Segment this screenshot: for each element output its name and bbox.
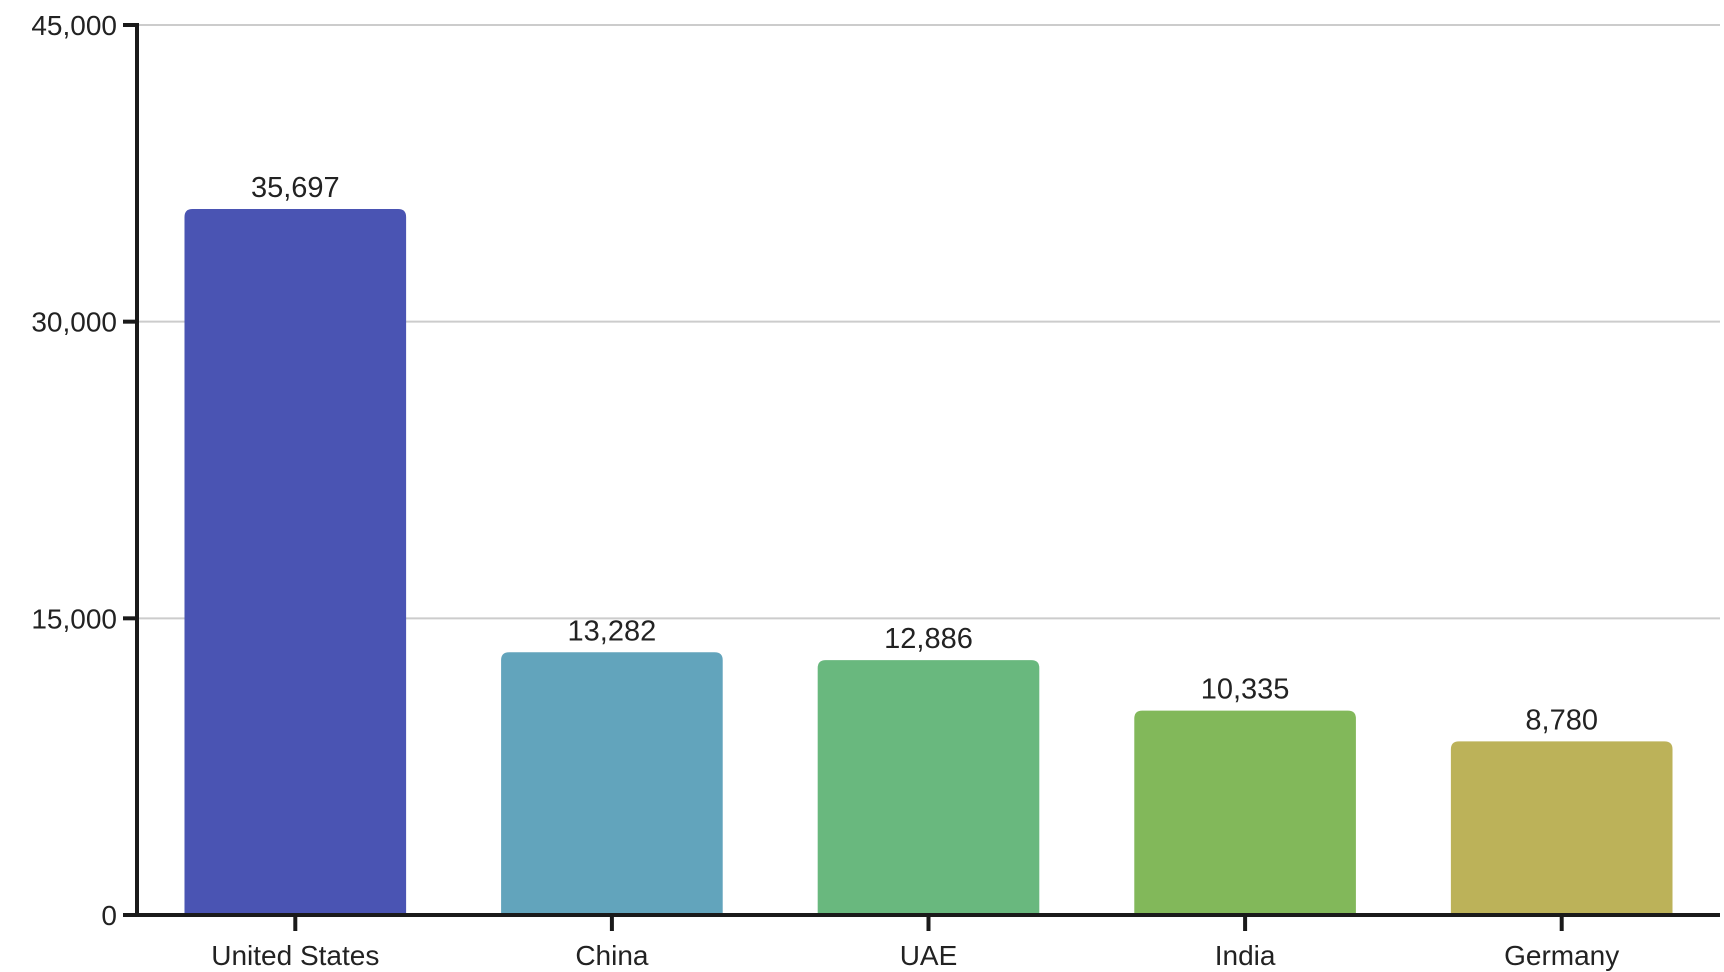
axis-layer xyxy=(123,23,1720,917)
data-label: 8,780 xyxy=(1525,704,1598,736)
data-label: 13,282 xyxy=(568,615,657,647)
y-tick-label: 30,000 xyxy=(31,307,117,338)
bar-layer xyxy=(184,208,1673,915)
x-tick-label: China xyxy=(575,940,649,971)
y-tick-label: 45,000 xyxy=(31,10,117,41)
data-label: 12,886 xyxy=(884,623,973,655)
bar-uae xyxy=(817,660,1040,915)
label-layer: 0 15,000 30,000 45,000 35,697 United States 13… xyxy=(31,10,1619,971)
y-tick-label: 0 xyxy=(101,900,117,931)
bar-germany xyxy=(1450,741,1673,915)
bar-china xyxy=(501,652,723,915)
bar-united-states xyxy=(184,208,407,915)
x-tick-label: India xyxy=(1215,940,1276,971)
y-tick-label: 15,000 xyxy=(31,603,117,634)
x-tick-label: UAE xyxy=(900,940,958,971)
x-tick-label: United States xyxy=(211,940,379,971)
bar-india xyxy=(1134,710,1356,915)
data-label: 10,335 xyxy=(1201,674,1290,706)
x-tick-label: Germany xyxy=(1504,940,1619,971)
data-label: 35,697 xyxy=(251,172,340,204)
